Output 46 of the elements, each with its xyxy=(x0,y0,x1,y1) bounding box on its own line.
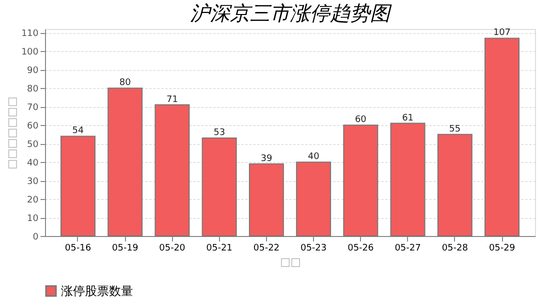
data-label: 60 xyxy=(354,115,367,126)
y-tick-label: 60 xyxy=(27,122,39,132)
bar xyxy=(296,162,332,236)
x-tick-label: 05-27 xyxy=(394,244,421,254)
x-tick-label: 05-26 xyxy=(348,244,374,254)
x-tick-label: 05-21 xyxy=(206,244,232,254)
bar xyxy=(390,122,426,236)
y-tick-label: 0 xyxy=(32,232,39,242)
x-tick-label: 05-19 xyxy=(112,244,138,254)
x-tick-label: 05-22 xyxy=(253,244,280,254)
data-label: 61 xyxy=(402,113,414,124)
x-tick-label: 05-20 xyxy=(159,244,186,254)
x-tick-label: 05-16 xyxy=(64,244,92,254)
y-tick-label: 100 xyxy=(21,48,39,58)
data-label: 107 xyxy=(493,28,511,38)
x-tick-label: 05-28 xyxy=(442,244,468,254)
data-label: 71 xyxy=(166,94,178,105)
y-tick-label: 80 xyxy=(27,84,39,95)
y-tick-label: 30 xyxy=(27,177,39,188)
chart-title: 沪深京三市涨停趋势图 xyxy=(190,1,392,26)
bar xyxy=(343,124,378,236)
y-tick-label: 40 xyxy=(27,158,39,169)
data-label: 39 xyxy=(260,154,272,164)
data-label: 80 xyxy=(119,78,132,88)
bar xyxy=(437,134,472,236)
y-tick-label: 10 xyxy=(27,214,39,224)
x-axis-title: □□ xyxy=(280,256,301,268)
bar xyxy=(484,38,520,236)
bar xyxy=(60,136,96,236)
y-tick-label: 110 xyxy=(21,29,39,40)
bar xyxy=(108,88,143,236)
y-tick-label: 70 xyxy=(27,103,39,114)
data-label: 55 xyxy=(449,124,461,134)
y-tick-label: 50 xyxy=(27,140,39,150)
y-axis-title: □□□□□□□ xyxy=(5,96,18,170)
x-tick-label: 05-23 xyxy=(300,244,327,254)
bar xyxy=(154,104,190,236)
y-tick-label: 90 xyxy=(27,66,39,76)
x-tick-label: 05-29 xyxy=(488,244,516,254)
data-label: 54 xyxy=(72,126,84,136)
data-label: 40 xyxy=(308,152,320,162)
y-tick-label: 20 xyxy=(27,196,39,206)
bar xyxy=(248,163,284,236)
legend-label: 涨停股票数量 xyxy=(61,284,133,298)
data-label: 53 xyxy=(214,128,226,138)
bar xyxy=(202,138,237,236)
